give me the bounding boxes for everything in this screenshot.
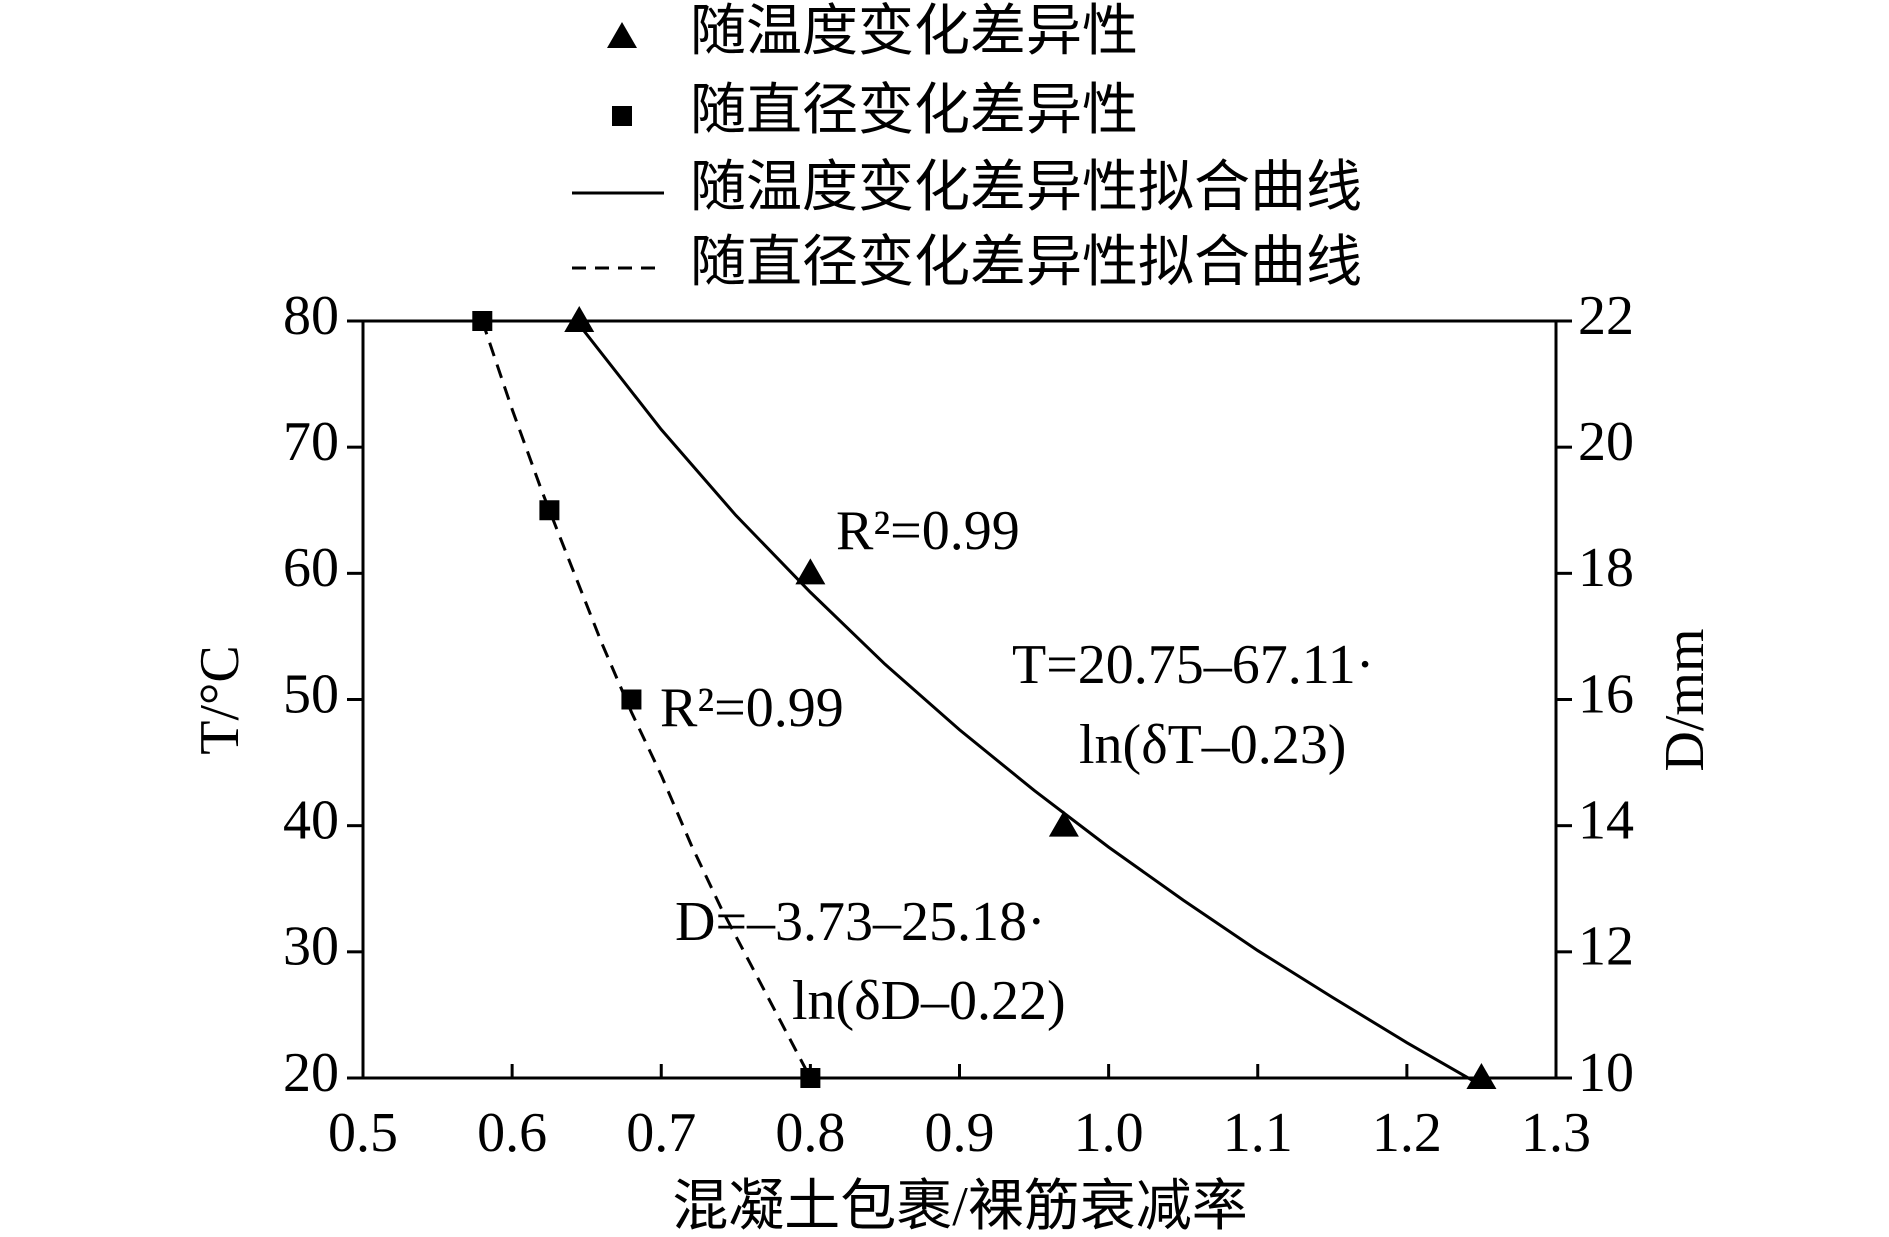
x-tick-label: 0.7	[626, 1102, 696, 1164]
square-marker	[612, 106, 632, 126]
triangle-marker	[607, 22, 637, 48]
y2-tick-label: 20	[1578, 411, 1634, 473]
legend-label: 随温度变化差异性拟合曲线	[690, 157, 1362, 219]
y2-tick-label: 18	[1578, 537, 1634, 599]
y-tick-label: 30	[283, 916, 339, 978]
y2-tick-label: 14	[1578, 790, 1634, 852]
x-tick-label: 0.6	[477, 1102, 547, 1164]
annotation: T=20.75–67.11·	[1012, 634, 1374, 696]
y2-tick-label: 16	[1578, 663, 1634, 725]
annotation: R²=0.99	[836, 500, 1020, 562]
fit-curve	[480, 320, 812, 1079]
legend-label: 随直径变化差异性	[690, 80, 1138, 142]
y-tick-label: 60	[283, 537, 339, 599]
x-axis-label: 混凝土包裹/裸筋衰减率	[672, 1176, 1248, 1237]
x-tick-label: 1.1	[1223, 1102, 1293, 1164]
square-marker	[472, 311, 493, 331]
y2-axis-label: D/mm	[1654, 628, 1716, 771]
x-tick-label: 1.0	[1074, 1102, 1144, 1164]
x-tick-label: 1.2	[1372, 1102, 1442, 1164]
x-tick-label: 0.9	[925, 1102, 995, 1164]
plot-frame	[361, 319, 1558, 1080]
square-marker	[621, 689, 642, 710]
fit-curve	[578, 323, 1483, 1087]
annotation: ln(δD–0.22)	[792, 970, 1066, 1032]
legend-label: 随温度变化差异性	[690, 1, 1138, 63]
y-tick-label: 70	[283, 411, 339, 473]
y-tick-label: 40	[283, 790, 339, 852]
y-tick-label: 80	[283, 285, 339, 347]
annotation: R²=0.99	[660, 677, 844, 739]
y2-tick-label: 12	[1578, 916, 1634, 978]
square-marker	[539, 500, 560, 521]
y2-tick-label: 22	[1578, 285, 1634, 347]
legend-label: 随直径变化差异性拟合曲线	[690, 232, 1362, 294]
triangle-marker	[1048, 810, 1079, 837]
y-axis-label: T/°C	[189, 645, 251, 755]
x-tick-label: 0.5	[328, 1102, 398, 1164]
y2-tick-label: 10	[1578, 1042, 1634, 1104]
annotation: ln(δT–0.23)	[1079, 714, 1346, 776]
annotation: D=–3.73–25.18·	[675, 891, 1046, 953]
x-tick-label: 1.3	[1521, 1102, 1591, 1164]
y-tick-label: 20	[283, 1042, 339, 1104]
x-tick-label: 0.8	[775, 1102, 845, 1164]
triangle-marker	[1466, 1063, 1497, 1089]
y-tick-label: 50	[283, 663, 339, 725]
square-marker	[800, 1068, 821, 1088]
triangle-marker	[795, 558, 826, 585]
triangle-marker	[564, 306, 595, 332]
